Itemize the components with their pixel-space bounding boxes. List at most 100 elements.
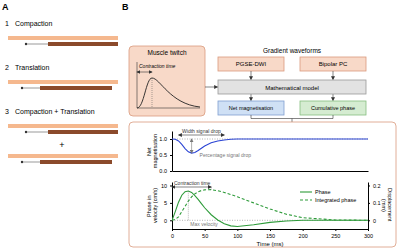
- axis-title-line: velocity (cm/s): [152, 188, 158, 223]
- displacement-dot: [21, 161, 23, 163]
- tick: 50: [202, 229, 208, 239]
- displacement-line: [26, 132, 48, 133]
- box-label: Cumulative phase: [311, 105, 355, 111]
- box-label: PGSE-DWI: [236, 61, 267, 67]
- inset-axis: [137, 62, 138, 108]
- tick-mark: [270, 229, 271, 231]
- tick-label: 100: [233, 233, 242, 239]
- output-box: [218, 101, 284, 115]
- tick: 10: [161, 183, 172, 189]
- tick-label: 0.2: [373, 183, 381, 189]
- legend-swatch: [300, 199, 312, 200]
- tick-label: 0: [171, 233, 174, 239]
- y-axis: 0 5 10: [161, 183, 173, 230]
- arrow: [137, 72, 152, 73]
- tick-mark: [368, 203, 370, 204]
- x-axis: [173, 171, 369, 172]
- tick-mark: [368, 185, 370, 186]
- tick: 250: [331, 229, 340, 239]
- fiber-dark: [40, 160, 112, 164]
- tick: 100: [233, 229, 242, 239]
- arrow: [179, 135, 225, 136]
- tick-mark: [172, 229, 173, 231]
- tick-mark: [335, 229, 336, 231]
- tick: 0: [164, 218, 172, 224]
- axis-line: [172, 183, 173, 230]
- annotation: Width signal drop: [182, 128, 221, 134]
- tick-label: 0.0: [159, 168, 167, 174]
- axis-title-line: Net: [146, 146, 152, 156]
- tick: 0.1: [368, 200, 381, 206]
- annotation: Max velocity: [190, 221, 218, 227]
- connector: [251, 115, 252, 119]
- fiber-light: [8, 154, 118, 158]
- tick-mark: [170, 220, 172, 221]
- item-label: Compaction + Translation: [15, 108, 95, 116]
- guide-line: [211, 187, 212, 190]
- twitch-curve: [137, 78, 200, 108]
- fiber-light: [8, 36, 118, 40]
- connector: [333, 115, 334, 119]
- tick-label: 300: [364, 233, 373, 239]
- tick-mark: [368, 220, 370, 221]
- tick-mark: [170, 171, 172, 172]
- arrow: [251, 94, 252, 101]
- tick-label: 0: [373, 218, 376, 224]
- tick: 200: [299, 229, 308, 239]
- tick-label: 0: [164, 218, 167, 224]
- plus-sign: +: [59, 140, 64, 150]
- tick-mark: [303, 229, 304, 231]
- tick: 0.5: [159, 152, 172, 158]
- displacement-line: [22, 88, 40, 89]
- connector: [292, 119, 293, 123]
- inset-axis: [137, 108, 200, 109]
- tick-mark: [170, 139, 172, 140]
- annotation: Contraction time: [174, 180, 211, 186]
- axis-title-line: (mm): [381, 199, 387, 212]
- axis-title: Displacement (mm): [381, 188, 393, 223]
- box-label: Bipolar PC: [319, 61, 348, 67]
- twitch-box: [129, 46, 205, 116]
- tick-mark: [368, 229, 369, 231]
- axis-title-line: Phase in: [146, 194, 152, 217]
- axis-title-line: magnetisation: [152, 134, 158, 168]
- tick-label: 0.5: [159, 152, 167, 158]
- annotation: Percentage signal drop: [200, 152, 252, 158]
- output-box: [300, 101, 366, 115]
- tick-label: 1.0: [159, 136, 167, 142]
- box-label: Mathematical model: [265, 85, 319, 91]
- axis-title: Net magnetisation: [146, 134, 158, 168]
- axis-title: Time (ms): [257, 241, 284, 247]
- box-label: Net magnetisation: [229, 105, 273, 111]
- box-title: Gradient waveforms: [263, 47, 322, 54]
- fiber-dark: [48, 42, 118, 46]
- legend-swatch: [300, 191, 312, 192]
- item-label: Compaction: [15, 20, 52, 28]
- guide-line: [188, 191, 189, 220]
- fiber-dark: [40, 86, 112, 90]
- series-line: [172, 190, 368, 221]
- arrow: [251, 71, 252, 80]
- displacement-dot: [21, 87, 23, 89]
- tick-label: 50: [202, 233, 208, 239]
- tick: 300: [364, 229, 373, 239]
- tick-label: 250: [331, 233, 340, 239]
- tick-mark: [170, 185, 172, 186]
- tick: 5: [164, 200, 172, 206]
- plot-area: [172, 190, 368, 227]
- y2-axis: 0 0.1 0.2: [368, 183, 381, 230]
- tick: 0: [171, 229, 174, 239]
- tick-label: 150: [266, 233, 275, 239]
- axis-title: Phase in velocity (cm/s): [146, 188, 158, 223]
- fiber-light: [8, 124, 118, 128]
- arrow: [172, 187, 211, 188]
- item-label: Translation: [15, 64, 49, 71]
- tick: 0.0: [159, 168, 172, 174]
- inset-guide: [152, 78, 153, 108]
- arrow: [333, 71, 334, 80]
- tick-label: 200: [299, 233, 308, 239]
- tick: 0.2: [368, 183, 381, 189]
- annotation: Contraction time: [139, 63, 176, 69]
- waveform-box: [300, 57, 366, 71]
- tick: 1.0: [159, 136, 172, 142]
